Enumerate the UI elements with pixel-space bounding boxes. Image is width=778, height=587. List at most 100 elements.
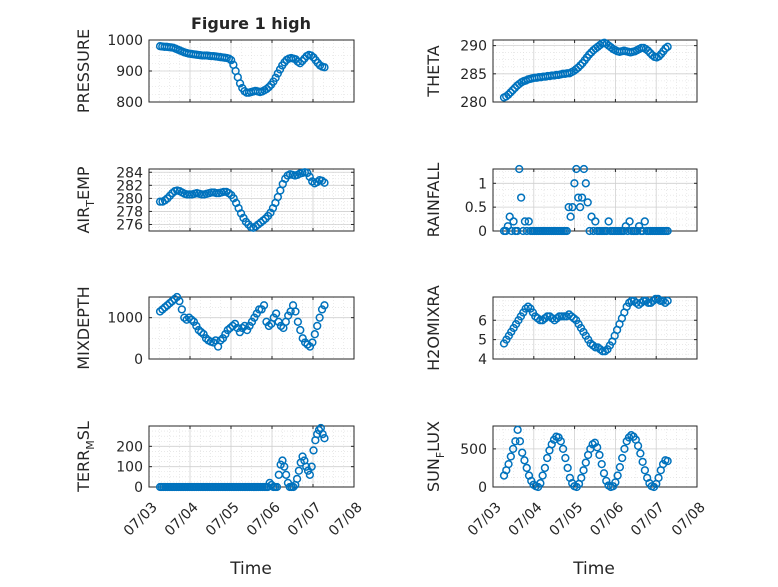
data-point: [590, 438, 600, 447]
y-tick-label: 280: [460, 95, 487, 111]
subplot-7: 0 100 200 TERRMSL 07/03 07/04 07/05 07/06 07/07 0…: [74, 421, 366, 539]
data-point: [638, 226, 648, 236]
data-point: [597, 459, 606, 469]
data-point: [305, 470, 315, 479]
data-point: [515, 164, 524, 174]
x-tick-label: 07/08: [669, 499, 709, 539]
data-point: [252, 309, 261, 318]
data-point: [235, 327, 245, 337]
data-point: [212, 188, 221, 198]
data-point: [320, 434, 329, 443]
data-point: [625, 217, 634, 226]
data-point: [257, 305, 266, 314]
data-point: [572, 164, 581, 174]
y-tick-label: 278: [116, 204, 143, 220]
data-point: [289, 482, 298, 492]
data-point: [276, 321, 286, 331]
data-point: [639, 296, 648, 306]
data-point: [584, 50, 594, 59]
data-point: [320, 301, 329, 310]
data-point: [313, 321, 322, 331]
axes-box: [492, 425, 698, 488]
x-tick-label: 07/05: [546, 499, 586, 539]
data-point: [504, 459, 513, 469]
y-tick-label: 4: [478, 352, 487, 368]
x-axis-label-left: Time: [229, 559, 272, 579]
data-point: [264, 321, 274, 331]
data-point: [240, 321, 249, 331]
data-point: [583, 198, 592, 207]
data-point: [540, 463, 550, 473]
y-tick-label: 800: [116, 95, 143, 111]
data-point: [522, 463, 531, 473]
data-point: [199, 330, 208, 339]
data-point: [194, 325, 203, 335]
x-tick-label: 07/06: [587, 499, 627, 539]
data-point: [599, 469, 609, 478]
data-point: [192, 321, 201, 331]
data-point: [661, 44, 670, 53]
data-point: [209, 338, 218, 347]
y-tick-label: 900: [116, 64, 143, 80]
data-point: [160, 303, 170, 312]
data-point: [509, 217, 518, 226]
data-point: [280, 462, 289, 471]
y-axis-label: TERRMSL: [74, 421, 97, 493]
data-point: [620, 444, 629, 454]
data-point: [219, 187, 229, 196]
data-point: [615, 463, 625, 472]
data-point: [623, 226, 632, 236]
data-point: [568, 203, 577, 212]
data-point: [663, 42, 672, 51]
data-point: [317, 305, 327, 314]
data-point: [305, 172, 314, 181]
data-point: [504, 90, 513, 99]
data-point: [242, 325, 252, 335]
data-point: [536, 479, 545, 488]
y-tick-label: 100: [116, 460, 143, 476]
subplot-2: 280 285 290 THETA: [424, 39, 698, 111]
data-point: [233, 323, 242, 333]
data-point: [640, 217, 649, 226]
data-point: [170, 294, 179, 304]
data-point: [522, 226, 531, 236]
data-point: [518, 226, 528, 236]
y-axis-label: SUNFLUX: [424, 421, 447, 492]
data-point: [651, 294, 660, 304]
data-point: [189, 317, 199, 326]
data-point: [272, 482, 282, 492]
data-point: [298, 452, 307, 461]
data-point: [644, 298, 653, 307]
data-point: [247, 317, 257, 326]
y-axis-label: MIXDEPTH: [74, 286, 93, 369]
data-point: [593, 443, 602, 452]
data-point: [155, 307, 165, 316]
y-tick-label: 276: [116, 217, 143, 233]
data-point: [238, 323, 247, 333]
data-point: [595, 450, 604, 460]
data-point: [284, 311, 293, 320]
data-point: [638, 457, 647, 466]
data-point: [516, 193, 526, 202]
axes-box: [148, 296, 355, 360]
data-point: [236, 209, 246, 218]
y-tick-label: 0.5: [465, 200, 487, 216]
data-point: [520, 217, 530, 226]
data-point: [315, 313, 324, 322]
data-point: [307, 462, 316, 471]
data-point: [292, 474, 302, 484]
data-point: [296, 325, 305, 335]
y-axis-label: PRESSURE: [74, 29, 93, 113]
data-point: [538, 471, 547, 480]
figure-title: Figure 1 high: [191, 14, 311, 33]
data-point: [309, 446, 318, 455]
data-point: [564, 203, 573, 212]
y-tick-label: 0: [478, 224, 487, 240]
y-tick-label: 5: [478, 333, 487, 349]
data-point: [575, 203, 585, 212]
data-point: [557, 312, 566, 321]
data-point: [561, 453, 570, 463]
data-point: [501, 226, 511, 236]
